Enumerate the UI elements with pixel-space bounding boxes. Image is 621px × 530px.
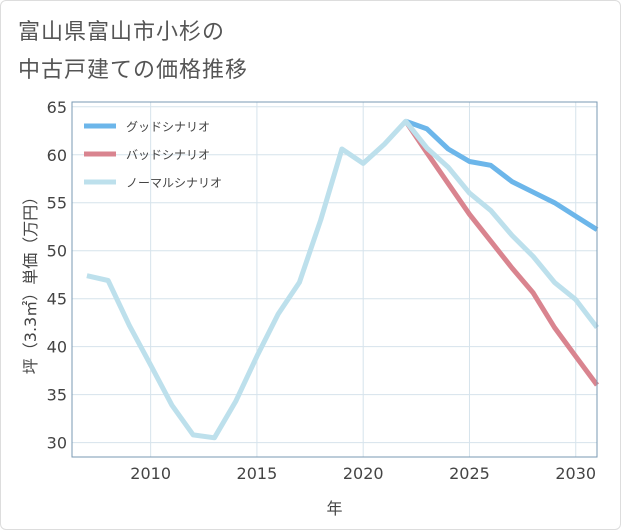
chart-title: 富山県富山市小杉の 中古戸建ての価格推移 — [18, 14, 248, 90]
legend-label-1: バッドシナリオ — [126, 148, 210, 162]
y-tick-label: 50 — [47, 242, 67, 261]
y-tick-label: 55 — [47, 194, 67, 213]
y-axis-label: 坪（3.3㎡）単価（万円） — [21, 189, 40, 374]
x-tick-label: 2030 — [555, 464, 596, 483]
x-tick-label: 2020 — [343, 464, 384, 483]
y-tick-label: 35 — [47, 386, 67, 405]
series-line-0 — [404, 118, 599, 232]
y-tick-label: 65 — [47, 98, 67, 117]
x-tick-label: 2010 — [130, 464, 171, 483]
y-tick-label: 45 — [47, 290, 67, 309]
y-tick-label: 60 — [47, 146, 67, 165]
x-tick-label: 2025 — [449, 464, 490, 483]
chart-title-line2: 中古戸建ての価格推移 — [18, 58, 249, 83]
plot-area — [72, 102, 597, 457]
legend-label-0: グッドシナリオ — [126, 120, 210, 134]
axis-ticks: 30 35 40 45 50 55 60 65 2010 2015 2020 2025 2030 — [47, 98, 596, 483]
y-tick-label: 40 — [47, 338, 67, 357]
legend-label-2: ノーマルシナリオ — [126, 176, 222, 190]
series-line-2 — [86, 118, 599, 441]
chart-title-line1: 富山県富山市小杉の — [18, 20, 226, 45]
x-axis-label: 年 — [326, 499, 342, 518]
series-line-1 — [403, 119, 600, 387]
x-tick-label: 2015 — [237, 464, 278, 483]
plot-frame — [71, 101, 598, 458]
y-tick-label: 30 — [47, 434, 67, 453]
series-layer — [86, 118, 600, 441]
